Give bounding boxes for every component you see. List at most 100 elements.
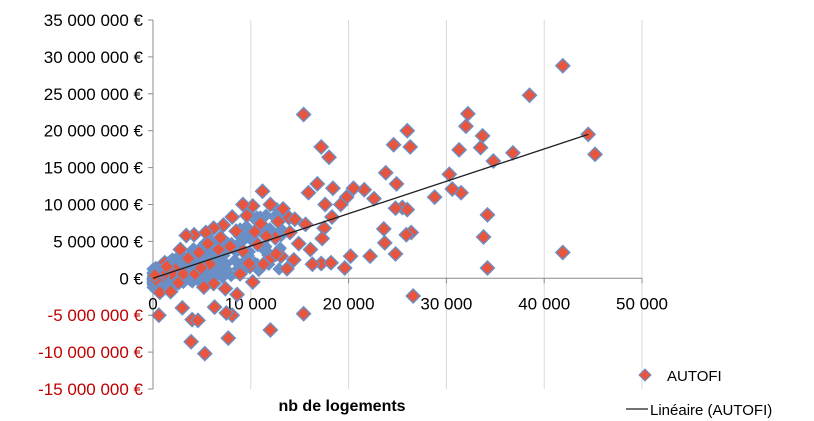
legend-label-linear: Linéaire (AUTOFI)	[650, 402, 772, 419]
data-point-51	[304, 256, 321, 273]
y-tick-label-9: -10 000 000 €	[38, 343, 143, 362]
data-point-89	[290, 235, 307, 252]
data-point-74	[206, 299, 223, 316]
data-point-8	[474, 127, 491, 144]
data-point-33	[398, 226, 415, 243]
data-point-45	[300, 184, 317, 201]
data-point-40	[324, 180, 341, 197]
data-point-127	[278, 260, 295, 277]
legend-label-autofi: AUTOFI	[667, 368, 722, 385]
data-point-29	[375, 220, 392, 237]
x-tick-label-5: 50 000	[616, 294, 668, 313]
data-points	[146, 57, 604, 362]
data-point-41	[332, 196, 349, 213]
data-point-125	[244, 274, 261, 290]
data-point-124	[252, 215, 269, 232]
data-point-20	[399, 122, 416, 139]
data-point-68	[189, 312, 206, 329]
y-tick-label-4: 15 000 000 €	[44, 159, 144, 178]
data-point-15	[479, 206, 496, 223]
x-tick-label-4: 40 000	[518, 294, 570, 313]
data-point-95	[217, 280, 234, 297]
data-point-19	[405, 288, 422, 305]
data-point-119	[228, 223, 245, 240]
data-point-116	[268, 245, 285, 262]
y-tick-label-2: 25 000 000 €	[44, 85, 144, 104]
data-point-54	[295, 305, 312, 322]
data-point-10	[451, 141, 468, 158]
data-point-24	[388, 175, 405, 192]
data-point-94	[232, 265, 249, 282]
data-point-1	[521, 87, 538, 104]
data-point-59	[224, 209, 241, 226]
data-point-13	[444, 181, 461, 197]
data-point-18	[554, 244, 571, 261]
data-point-52	[323, 254, 339, 271]
data-point-118	[302, 241, 319, 258]
y-tick-label-5: 10 000 000 €	[44, 196, 144, 215]
data-point-17	[479, 259, 496, 276]
data-point-88	[297, 216, 314, 233]
data-point-49	[314, 230, 331, 247]
data-point-0	[554, 57, 571, 74]
data-point-42	[321, 149, 338, 166]
data-point-120	[212, 229, 229, 246]
data-point-65	[172, 241, 189, 258]
gridlines	[250, 20, 643, 389]
data-point-12	[441, 166, 458, 183]
x-axis: 0 10 000 20 000 30 000 40 000 50 000	[148, 277, 668, 313]
data-point-126	[229, 286, 246, 303]
x-tick-label-0: 0	[148, 294, 157, 313]
data-point-121	[199, 235, 216, 252]
data-point-6	[459, 105, 476, 122]
y-axis: 35 000 000 € 30 000 000 € 25 000 000 € 20 0…	[38, 11, 154, 399]
data-point-81	[262, 196, 279, 213]
y-tick-label-6: 5 000 000 €	[53, 232, 143, 251]
y-tick-label-7: 0 €	[119, 269, 143, 288]
data-point-21	[402, 138, 419, 155]
data-point-109	[175, 265, 192, 282]
data-point-66	[174, 299, 191, 316]
trendline-path	[152, 133, 589, 279]
data-point-3	[587, 146, 604, 163]
data-point-43	[313, 138, 330, 155]
data-point-92	[255, 256, 272, 273]
data-point-7	[457, 118, 474, 135]
data-point-64	[178, 227, 195, 244]
data-point-100	[180, 250, 197, 267]
data-point-85	[286, 211, 303, 228]
data-point-34	[362, 248, 379, 265]
cluster-point	[219, 257, 233, 271]
data-point-70	[196, 345, 213, 362]
data-point-16	[475, 228, 492, 245]
data-point-9	[472, 139, 489, 156]
data-point-14	[426, 189, 443, 206]
data-point-79	[238, 207, 255, 224]
data-point-77	[162, 283, 179, 300]
data-point-122	[192, 259, 209, 276]
data-point-117	[285, 251, 302, 268]
data-point-99	[190, 244, 207, 261]
data-point-27	[387, 200, 404, 217]
x-tick-label-2: 20 000	[323, 294, 375, 313]
legend: AUTOFI Linéaire (AUTOFI)	[626, 368, 772, 419]
data-point-75	[150, 307, 167, 324]
data-point-123	[240, 255, 257, 272]
data-point-30	[376, 234, 393, 251]
y-tick-label-1: 30 000 000 €	[44, 48, 144, 67]
data-point-36	[342, 248, 359, 265]
data-point-44	[309, 175, 326, 192]
y-tick-label-8: -5 000 000 €	[48, 306, 144, 325]
y-tick-label-3: 20 000 000 €	[44, 122, 144, 141]
y-tick-label-10: -15 000 000 €	[38, 380, 143, 399]
y-tick-label-0: 35 000 000 €	[44, 11, 144, 30]
data-point-73	[218, 304, 235, 321]
data-point-31	[387, 245, 404, 262]
data-point-38	[345, 180, 362, 197]
trendline	[152, 133, 589, 279]
data-point-56	[254, 183, 271, 200]
legend-marker-autofi	[638, 368, 652, 382]
data-point-71	[220, 330, 237, 347]
data-point-69	[183, 333, 200, 350]
